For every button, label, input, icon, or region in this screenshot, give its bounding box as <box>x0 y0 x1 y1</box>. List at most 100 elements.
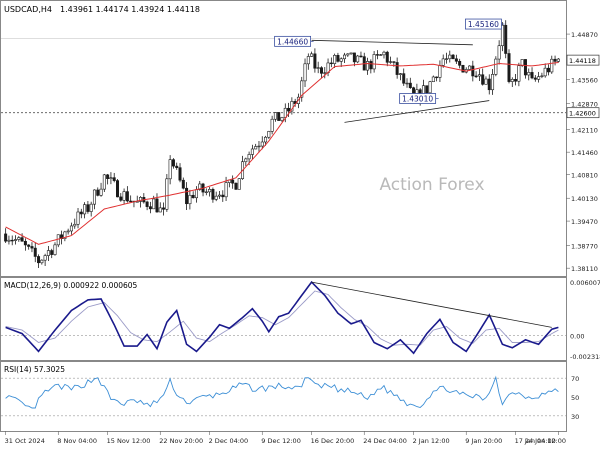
price-tick-label: 1.40130 <box>571 195 598 203</box>
moving-average-line <box>5 62 559 245</box>
candle-body <box>27 244 31 247</box>
candle-body <box>398 73 402 75</box>
candle-body <box>408 82 412 89</box>
candle-body <box>208 189 212 193</box>
candle-body <box>441 58 445 66</box>
candle-body <box>369 61 373 70</box>
candle-body <box>254 146 258 150</box>
annotation-box <box>274 35 312 47</box>
candle-body <box>323 72 327 74</box>
rsi-line <box>5 375 559 409</box>
candle-body <box>310 53 314 57</box>
candle-body <box>270 118 274 132</box>
candle-body <box>431 76 435 83</box>
candle-body <box>313 53 317 69</box>
candle-body <box>537 76 541 80</box>
macd-panel-frame <box>0 277 567 361</box>
candle-body <box>316 67 320 69</box>
axis-labels: 1.44870 1.43560 1.42870 1.42110 1.41460 1.408… <box>5 31 600 445</box>
time-tick-label: 9 Dec 12:00 <box>261 437 301 445</box>
candle-body <box>543 67 547 77</box>
candle-body <box>553 58 557 62</box>
price-tick-label: 1.42870 <box>571 100 598 108</box>
candle-body <box>264 136 268 143</box>
candle-body <box>106 174 110 179</box>
candle-body <box>40 259 44 264</box>
candle-body <box>224 182 228 198</box>
candle-body <box>50 250 54 255</box>
candle-body <box>125 191 129 202</box>
time-tick-label: 8 Nov 04:00 <box>57 437 97 445</box>
candle-body <box>79 211 83 215</box>
candle-body <box>92 189 96 205</box>
candle-body <box>185 187 189 205</box>
candle-body <box>303 63 307 82</box>
candle-body <box>491 74 495 91</box>
candle-body <box>244 158 248 163</box>
candle-body <box>375 54 379 56</box>
candle-body <box>96 189 100 196</box>
candle-body <box>356 55 360 63</box>
time-tick-label: 2 Jan 12:00 <box>413 437 450 445</box>
time-tick-label: 22 Nov 20:00 <box>159 437 203 445</box>
chart-ohlc: 1.43961 1.44174 1.43924 1.44118 <box>60 5 200 14</box>
candle-body <box>221 194 225 198</box>
candle-body <box>168 159 172 180</box>
candle-body <box>517 65 521 82</box>
macd-title: MACD(12,26,9) 0.000922 0.000605 <box>4 281 138 290</box>
candle-body <box>112 177 116 181</box>
level-badge <box>566 107 600 119</box>
candle-body <box>343 54 347 60</box>
time-tick-label: 2 Dec 04:00 <box>209 437 249 445</box>
candle-body <box>158 207 162 213</box>
rsi-tick-label: 30 <box>571 413 579 421</box>
candle-body <box>481 74 485 85</box>
candle-body <box>139 197 143 202</box>
candle-body <box>155 198 159 213</box>
candle-body <box>533 77 537 80</box>
candle-body <box>7 239 11 242</box>
candle-body <box>306 56 310 65</box>
candle-body <box>247 154 251 160</box>
candle-body <box>20 237 24 242</box>
candle-body <box>477 74 481 77</box>
candle-body <box>76 211 80 225</box>
annotation-box <box>465 18 502 30</box>
candle-body <box>30 246 34 249</box>
candle-body <box>428 81 432 94</box>
rsi-tick-label: 70 <box>571 375 579 383</box>
rsi-tick-label: 50 <box>571 394 579 402</box>
candle-body <box>109 177 113 179</box>
candle-body <box>53 244 57 255</box>
candle-body <box>444 58 448 60</box>
candle-body <box>181 179 185 189</box>
candle-body <box>17 237 21 240</box>
candle-body <box>260 141 264 147</box>
candle-body <box>395 62 399 75</box>
candle-body <box>372 54 376 70</box>
time-tick-label: 9 Jan 20:00 <box>465 437 502 445</box>
candle-body <box>487 78 491 91</box>
candle-body <box>497 45 501 60</box>
candle-body <box>122 191 126 201</box>
annotation-label: 1.45160 <box>468 20 499 29</box>
chart-symbol: USDCAD,H4 <box>4 5 52 14</box>
candle-body <box>425 85 429 94</box>
candle-body <box>471 65 475 77</box>
candle-body <box>504 24 508 54</box>
candle-body <box>10 239 14 242</box>
candle-body <box>346 53 350 56</box>
candle-body <box>300 80 304 98</box>
watermark: Action Forex <box>379 175 484 195</box>
candle-body <box>546 67 550 73</box>
annotation-label: 1.43010 <box>402 94 433 103</box>
candle-body <box>392 61 396 63</box>
candle-body <box>402 73 406 84</box>
candle-body <box>280 117 284 121</box>
trendline <box>344 100 490 123</box>
price-tick-label: 1.42110 <box>571 127 598 135</box>
candle-body <box>89 203 93 212</box>
candle-body <box>37 256 41 264</box>
candle-body <box>283 107 287 118</box>
candle-body <box>277 112 281 121</box>
